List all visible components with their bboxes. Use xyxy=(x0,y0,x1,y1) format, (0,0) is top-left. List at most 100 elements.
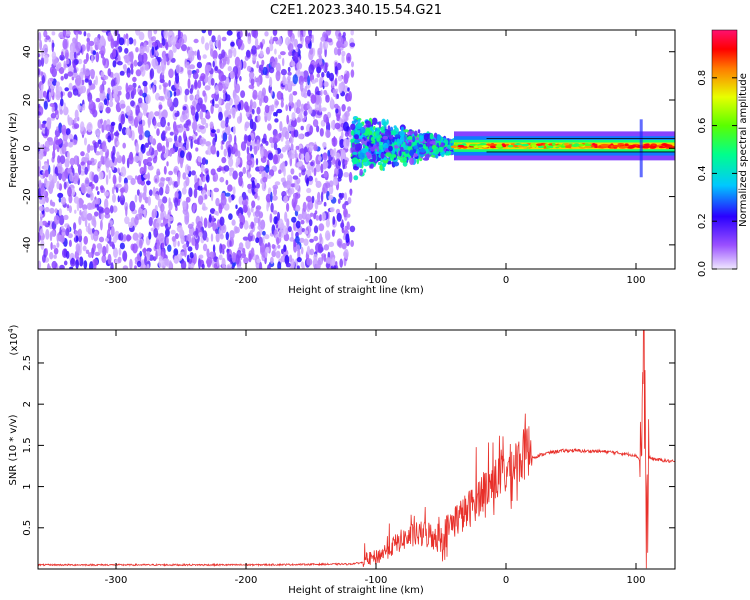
spectrogram-cell xyxy=(199,110,204,120)
spectrogram-cell xyxy=(112,48,117,59)
spectrogram-cell xyxy=(201,157,207,166)
spectrogram-cell xyxy=(413,145,419,150)
spectrogram-cell xyxy=(92,258,99,266)
spectrogram-cell xyxy=(414,130,418,137)
spectrogram-cell xyxy=(67,233,73,239)
spectrogram-cell xyxy=(198,232,203,237)
spectrogram-cell xyxy=(269,136,274,144)
spectrogram-cell xyxy=(124,216,130,225)
spectrogram-cell xyxy=(128,37,134,45)
spectrogram-cell xyxy=(65,58,70,65)
spectrogram-cell xyxy=(307,75,310,86)
spectrogram-cell xyxy=(232,186,236,196)
spectrogram-marks xyxy=(38,30,675,269)
spectrogram-cell xyxy=(265,46,271,55)
spectrogram-cell xyxy=(343,121,349,132)
spectrogram-cell xyxy=(196,94,199,100)
spectrogram-cell xyxy=(43,147,50,152)
colorbar-tick-label: 0.6 xyxy=(697,118,708,134)
spectrogram-cell xyxy=(309,248,315,256)
spectrogram-cell xyxy=(148,231,152,240)
spectrogram-cell xyxy=(49,66,54,75)
spectrogram-cell xyxy=(231,251,236,263)
spectrogram-cell xyxy=(331,229,335,237)
spectrogram-cell xyxy=(84,217,88,228)
spectrogram-cell xyxy=(190,139,193,149)
spectrogram-cell xyxy=(61,143,67,155)
spectrogram-cell xyxy=(409,149,415,157)
spectrogram-cell xyxy=(246,65,252,72)
spectrogram-cell xyxy=(333,159,336,165)
spectrogram-cell xyxy=(125,82,129,93)
spectrogram-cell xyxy=(293,51,299,61)
spectrogram-cell xyxy=(49,207,55,214)
spectrogram-cell xyxy=(98,102,104,111)
spectrogram-cell xyxy=(234,135,237,145)
spectrogram-cell xyxy=(206,110,211,120)
spectrogram-cell xyxy=(185,176,190,187)
spectrogram-cell xyxy=(60,75,64,81)
spectrogram-cell xyxy=(291,112,296,121)
spectrogram-cell xyxy=(322,182,328,194)
spectrogram-cell xyxy=(473,145,479,148)
spectrogram-cell xyxy=(214,84,219,95)
spectrogram-cell xyxy=(153,30,158,35)
spectrogram-cell xyxy=(341,219,344,231)
spectrogram-cell xyxy=(67,186,72,197)
spectrogram-cell xyxy=(146,180,151,186)
spectrogram-cell xyxy=(122,142,126,149)
spectrogram-cell xyxy=(316,66,322,74)
spectrogram-cell xyxy=(125,105,131,116)
spectrogram-cell xyxy=(60,98,64,107)
spectrogram-cell xyxy=(269,43,274,52)
spectrogram-cell xyxy=(136,253,140,261)
spectrogram-cell xyxy=(73,155,79,165)
spectrogram-cell xyxy=(122,250,128,262)
spectrogram-cell xyxy=(252,89,258,100)
spectrogram-cell xyxy=(195,111,199,122)
spectrogram-cell xyxy=(311,195,315,204)
spectrogram-cell xyxy=(188,187,193,198)
spectrogram-cell xyxy=(61,124,67,135)
spectrogram-cell xyxy=(262,230,266,236)
spectrogram-cell xyxy=(75,41,82,52)
spectrogram-cell xyxy=(288,43,294,53)
spectrogram-cell xyxy=(71,76,75,81)
spectrogram-cell xyxy=(294,182,300,191)
spectrogram-cell xyxy=(187,223,194,229)
spectrogram-cell xyxy=(316,200,323,205)
spectrogram-cell xyxy=(50,242,53,250)
spectrogram-cell xyxy=(267,264,271,269)
spectrogram-cell xyxy=(94,251,101,256)
spectrogram-cell xyxy=(152,186,156,197)
spectrogram-cell xyxy=(75,75,82,86)
spectrogram-cell xyxy=(73,117,77,125)
spectrogram-cell xyxy=(104,213,111,219)
spectrogram-cell xyxy=(349,42,356,48)
spectrogram-cell xyxy=(600,143,608,147)
spectrogram-cell xyxy=(86,213,93,221)
spectrogram-cell xyxy=(192,72,199,80)
spectrogram-cell xyxy=(321,107,327,112)
spectrogram-cell xyxy=(187,246,193,252)
spectrogram-cell xyxy=(650,143,656,146)
spectrogram-cell xyxy=(247,207,251,218)
spectrogram-cell xyxy=(139,212,143,220)
spectrogram-cell xyxy=(115,183,122,188)
spectrogram-cell xyxy=(346,221,350,231)
spectrogram-cell xyxy=(82,245,87,252)
spectrogram-cell xyxy=(73,222,77,231)
spectrogram-cell xyxy=(378,121,382,129)
x-tick-label: 100 xyxy=(626,275,645,286)
spectrogram-cell xyxy=(319,233,323,243)
spectrogram-cell xyxy=(93,142,100,149)
spectrogram-cell xyxy=(308,64,315,75)
colorbar-tick-label: 0.8 xyxy=(697,70,708,86)
spectrogram-cell xyxy=(111,186,115,195)
spectrogram-cell xyxy=(206,237,209,243)
spectrogram-cell xyxy=(335,108,339,114)
spectrogram-cell xyxy=(312,119,319,128)
spectrogram-cell xyxy=(353,165,359,171)
spectrogram-cell xyxy=(46,121,52,130)
spectrogram-cell xyxy=(158,182,165,188)
